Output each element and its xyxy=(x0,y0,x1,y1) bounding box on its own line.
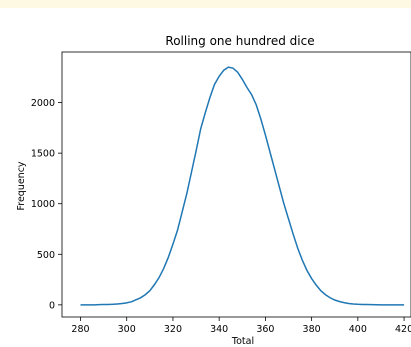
x-tick-label: 360 xyxy=(256,324,274,335)
x-axis-label: Total xyxy=(231,336,254,347)
x-tick-label: 280 xyxy=(71,324,89,335)
y-axis-ticks: 0 500 1000 1500 2000 xyxy=(31,98,62,311)
chart-title: Rolling one hundred dice xyxy=(165,34,314,48)
y-tick-label: 2000 xyxy=(31,98,55,109)
x-tick-label: 300 xyxy=(118,324,136,335)
frequency-series-line xyxy=(80,66,405,306)
y-tick-label: 1500 xyxy=(31,149,55,160)
plot-frame xyxy=(61,51,411,318)
top-banner xyxy=(0,0,411,8)
y-tick-label: 0 xyxy=(49,300,55,311)
y-tick-label: 500 xyxy=(37,250,55,261)
x-tick-label: 320 xyxy=(164,324,182,335)
x-axis-ticks: 280 300 320 340 360 380 400 420 xyxy=(71,317,411,335)
y-axis-label: Frequency xyxy=(16,161,27,210)
x-tick-label: 340 xyxy=(210,324,228,335)
y-tick-label: 1000 xyxy=(31,199,55,210)
x-tick-label: 420 xyxy=(395,324,411,335)
x-tick-label: 380 xyxy=(303,324,321,335)
x-tick-label: 400 xyxy=(349,324,367,335)
